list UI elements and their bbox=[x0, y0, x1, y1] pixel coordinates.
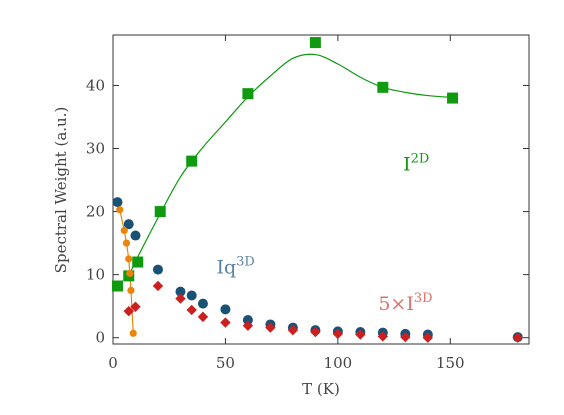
y-tick-label: 40 bbox=[86, 76, 105, 94]
series-annotation: 5×I3D bbox=[378, 291, 432, 315]
orange-point bbox=[129, 329, 137, 337]
x-tick-label: 0 bbox=[108, 354, 118, 372]
five-i3d-point bbox=[512, 332, 523, 343]
five-i3d-point bbox=[287, 324, 299, 336]
i2d-point bbox=[111, 280, 123, 292]
five-i3d-point bbox=[130, 301, 141, 312]
y-axis-title: Spectral Weight (a.u.) bbox=[52, 107, 70, 274]
five-i3d-point bbox=[355, 329, 366, 340]
ticks: 0 50 100 150 0 10 20 30 40 bbox=[86, 35, 529, 372]
five-i3d-point bbox=[422, 332, 434, 343]
five-i3d-point bbox=[400, 331, 411, 343]
orange-point bbox=[126, 269, 134, 277]
x-tick-label: 100 bbox=[324, 354, 353, 372]
data-marks bbox=[111, 37, 523, 343]
i2d-point bbox=[377, 81, 389, 93]
five-i3d-point bbox=[242, 320, 254, 331]
five-i3d-point bbox=[152, 280, 164, 292]
five-i3d-point bbox=[220, 317, 231, 328]
i2d-point bbox=[447, 92, 459, 104]
x-tick-label: 150 bbox=[436, 354, 465, 372]
y-tick-label: 10 bbox=[86, 266, 105, 284]
orange-point bbox=[125, 255, 133, 263]
i2d-point bbox=[154, 206, 166, 218]
annotation-base: 5×I bbox=[378, 293, 414, 315]
orange-point bbox=[127, 286, 135, 294]
iq3d-point bbox=[130, 230, 141, 241]
annotation-superscript: 3D bbox=[414, 291, 433, 306]
iq3d-point bbox=[175, 286, 186, 297]
annotation-superscript: 2D bbox=[411, 152, 430, 167]
axes bbox=[112, 34, 530, 345]
iq3d-point bbox=[123, 219, 134, 230]
five-i3d-point bbox=[175, 293, 186, 304]
i2d-fit-curve bbox=[128, 53, 453, 277]
series-annotation: I2D bbox=[403, 152, 429, 176]
iq3d-point bbox=[152, 264, 163, 275]
annotation-base: I bbox=[403, 154, 411, 176]
fit-curve-group bbox=[128, 53, 453, 277]
five-i3d-point bbox=[332, 328, 344, 340]
i2d-point bbox=[309, 37, 321, 49]
plot-frame bbox=[112, 34, 530, 345]
five-i3d-point bbox=[265, 322, 276, 333]
five-i3d-point bbox=[377, 331, 389, 342]
i2d-point bbox=[132, 256, 144, 268]
series-annotation: Iq3D bbox=[216, 254, 254, 278]
i2d-point bbox=[186, 155, 198, 167]
iq3d-point bbox=[186, 290, 197, 301]
annotation-superscript: 3D bbox=[236, 254, 255, 269]
y-tick-label: 0 bbox=[95, 329, 105, 347]
five-i3d-point bbox=[310, 326, 321, 338]
orange-point bbox=[116, 206, 124, 214]
orange-point bbox=[122, 239, 131, 247]
iq3d-point bbox=[242, 315, 253, 326]
x-tick-label: 50 bbox=[216, 354, 235, 372]
i2d-point bbox=[242, 88, 254, 100]
y-tick-label: 20 bbox=[86, 203, 105, 221]
iq3d-point bbox=[112, 197, 123, 208]
five-i3d-point bbox=[197, 311, 209, 323]
x-axis-title: T (K) bbox=[302, 380, 340, 398]
orange-point bbox=[120, 226, 128, 235]
iq3d-point bbox=[220, 304, 231, 315]
y-tick-label: 30 bbox=[86, 140, 105, 158]
annotation-base: Iq bbox=[216, 256, 236, 278]
five-i3d-point bbox=[186, 304, 197, 316]
five-i3d-point bbox=[123, 306, 134, 317]
iq3d-point bbox=[197, 298, 208, 309]
